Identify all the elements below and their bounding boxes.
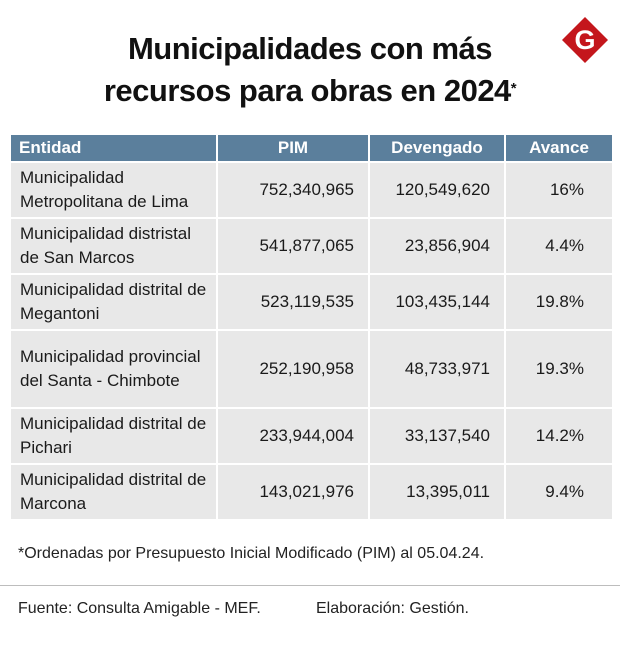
title-line-2-text: recursos para obras en 2024 xyxy=(103,73,511,108)
title-asterisk: * xyxy=(510,80,517,97)
header-entidad: Entidad xyxy=(11,135,216,161)
cell-pim: 752,340,965 xyxy=(218,163,368,217)
cell-devengado: 33,137,540 xyxy=(370,409,504,463)
cell-entidad: Municipalidad distrital de Pichari xyxy=(11,409,216,463)
cell-pim: 252,190,958 xyxy=(218,331,368,407)
header-avance: Avance xyxy=(506,135,612,161)
credit-text: Elaboración: Gestión. xyxy=(316,600,469,617)
cell-avance: 14.2% xyxy=(506,409,612,463)
table-row: Municipalidad distrital de Pichari 233,9… xyxy=(11,409,612,463)
cell-entidad: Municipalidad distrital de Megantoni xyxy=(11,275,216,329)
cell-entidad: Municipalidad distristal de San Marcos xyxy=(11,219,216,273)
divider xyxy=(0,585,620,586)
cell-devengado: 48,733,971 xyxy=(370,331,504,407)
gestion-logo-icon: G xyxy=(562,17,608,63)
cell-pim: 143,021,976 xyxy=(218,465,368,519)
cell-avance: 16% xyxy=(506,163,612,217)
table-row: Municipalidad distrital de Megantoni 523… xyxy=(11,275,612,329)
cell-pim: 523,119,535 xyxy=(218,275,368,329)
cell-pim: 233,944,004 xyxy=(218,409,368,463)
table-row: Municipalidad provincial del Santa - Chi… xyxy=(11,331,612,407)
cell-devengado: 120,549,620 xyxy=(370,163,504,217)
cell-entidad: Municipalidad distrital de Marcona xyxy=(11,465,216,519)
table-row: Municipalidad distristal de San Marcos 5… xyxy=(11,219,612,273)
cell-avance: 9.4% xyxy=(506,465,612,519)
source-text: Fuente: Consulta Amigable - MEF. xyxy=(18,600,261,617)
header-devengado: Devengado xyxy=(370,135,504,161)
cell-devengado: 103,435,144 xyxy=(370,275,504,329)
title-line-1: Municipalidades con más xyxy=(127,31,493,66)
footnote: *Ordenadas por Presupuesto Inicial Modif… xyxy=(18,545,485,562)
cell-avance: 4.4% xyxy=(506,219,612,273)
page-title: Municipalidades con más recursos para ob… xyxy=(20,28,600,112)
table-row: Municipalidad distrital de Marcona 143,0… xyxy=(11,465,612,519)
cell-pim: 541,877,065 xyxy=(218,219,368,273)
table-row: Municipalidad Metropolitana de Lima 752,… xyxy=(11,163,612,217)
header-pim: PIM xyxy=(218,135,368,161)
cell-avance: 19.8% xyxy=(506,275,612,329)
municipalities-table: Entidad PIM Devengado Avance Municipalid… xyxy=(9,133,614,521)
cell-devengado: 23,856,904 xyxy=(370,219,504,273)
cell-entidad: Municipalidad provincial del Santa - Chi… xyxy=(11,331,216,407)
title-line-2: recursos para obras en 2024* xyxy=(20,70,600,112)
cell-entidad: Municipalidad Metropolitana de Lima xyxy=(11,163,216,217)
logo-letter: G xyxy=(574,25,595,55)
cell-devengado: 13,395,011 xyxy=(370,465,504,519)
table-header-row: Entidad PIM Devengado Avance xyxy=(11,135,612,161)
cell-avance: 19.3% xyxy=(506,331,612,407)
